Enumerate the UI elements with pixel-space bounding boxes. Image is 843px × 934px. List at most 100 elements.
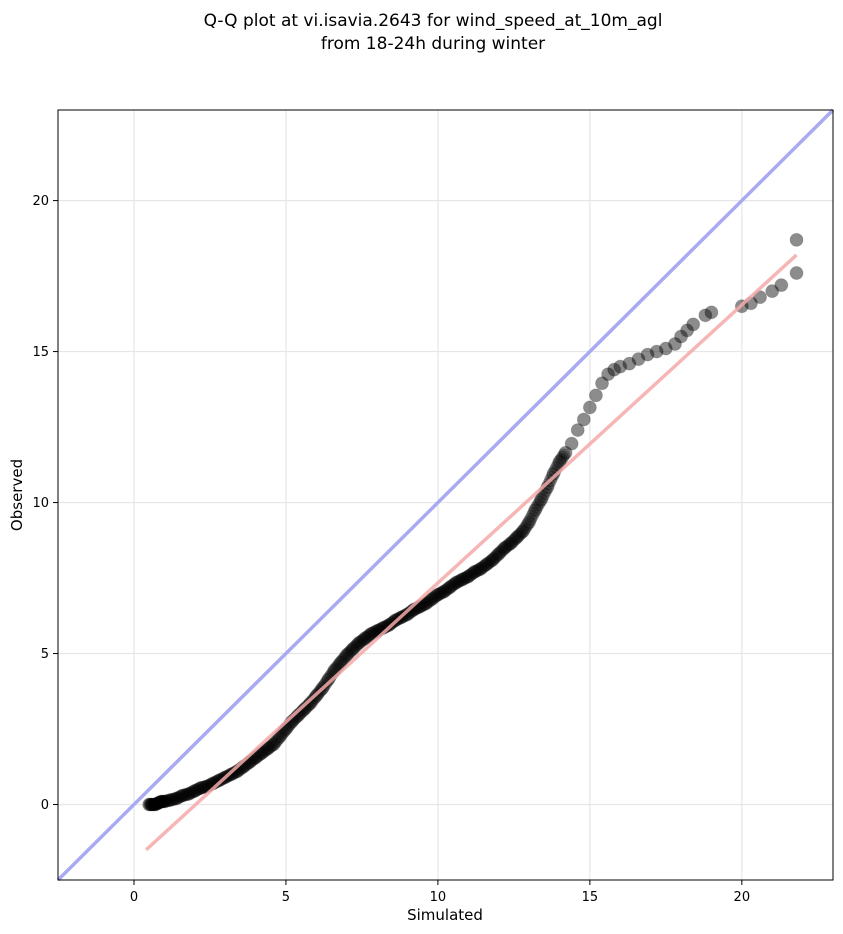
data-point-dense: [356, 633, 370, 647]
data-point-dense: [463, 568, 477, 582]
data-point: [528, 503, 543, 518]
data-point-dense: [440, 582, 454, 596]
data-points: [142, 232, 804, 812]
data-point-dense: [344, 644, 358, 658]
data-point-dense: [143, 798, 157, 812]
data-point-dense: [347, 640, 361, 654]
data-point-dense: [265, 738, 279, 752]
x-tick-label: 10: [430, 890, 447, 905]
data-point-dense: [359, 630, 373, 644]
data-point: [649, 344, 664, 359]
data-point-dense: [432, 587, 446, 601]
data-point-dense: [195, 781, 209, 795]
data-point: [552, 454, 567, 469]
data-point-dense: [435, 585, 449, 599]
y-tick-label: 15: [32, 345, 49, 360]
data-point-dense: [429, 589, 443, 603]
data-point: [622, 356, 637, 371]
data-point: [345, 642, 360, 656]
data-point-dense: [556, 450, 570, 464]
data-point: [430, 587, 445, 602]
data-point-dense: [302, 698, 316, 712]
data-point-dense: [189, 783, 203, 797]
data-point: [485, 552, 500, 567]
data-point: [333, 655, 348, 670]
data-point-dense: [147, 798, 161, 812]
data-point: [455, 572, 470, 587]
data-point: [266, 737, 281, 752]
data-point-dense: [423, 593, 437, 607]
data-point: [272, 729, 287, 744]
data-point-dense: [185, 785, 199, 799]
data-point: [789, 266, 804, 281]
x-tick-label: 20: [734, 890, 751, 905]
data-point-dense: [501, 539, 515, 553]
data-point-dense: [451, 575, 465, 589]
data-point-dense: [490, 548, 504, 562]
data-point: [640, 347, 655, 362]
data-point-dense: [499, 540, 513, 554]
data-point-dense: [353, 635, 367, 649]
data-point-dense: [381, 619, 395, 633]
y-axis-label: Observed: [8, 459, 26, 531]
data-point-dense: [470, 563, 484, 577]
plot-frame: [57, 109, 834, 881]
data-point-dense: [152, 796, 166, 810]
data-point-dense: [192, 782, 206, 796]
data-point: [212, 773, 227, 788]
data-point: [631, 352, 646, 367]
data-point-dense: [496, 542, 510, 556]
data-point: [473, 561, 488, 576]
data-point-dense: [338, 650, 352, 664]
data-point-dense: [557, 448, 571, 462]
data-point-dense: [147, 798, 161, 812]
data-point: [424, 592, 439, 607]
data-point: [765, 284, 780, 299]
data-point: [364, 626, 379, 641]
data-point-dense: [434, 586, 448, 600]
data-point: [491, 546, 506, 561]
data-point: [145, 797, 160, 812]
data-point: [339, 648, 354, 663]
data-point: [181, 786, 196, 801]
data-point-dense: [489, 550, 503, 564]
data-point-dense: [173, 790, 187, 804]
data-point-dense: [502, 537, 516, 551]
data-point: [601, 367, 616, 382]
data-point: [667, 337, 682, 352]
x-tick-label: 15: [582, 890, 599, 905]
data-point-dense: [445, 579, 459, 593]
data-point-dense: [168, 792, 182, 806]
data-point: [570, 423, 585, 438]
data-point-dense: [399, 608, 413, 622]
data-point: [461, 569, 476, 584]
data-point-dense: [536, 490, 550, 504]
x-tick-label: 5: [282, 890, 290, 905]
data-point-dense: [420, 596, 434, 610]
data-point: [534, 492, 549, 507]
data-point-dense: [174, 789, 188, 803]
data-point-dense: [186, 785, 200, 799]
data-point-dense: [320, 674, 334, 688]
data-point-dense: [153, 795, 167, 809]
data-point-dense: [305, 694, 319, 708]
data-point-dense: [402, 606, 416, 620]
grid-lines: [58, 110, 833, 880]
data-point: [193, 780, 208, 795]
data-point-dense: [149, 797, 163, 811]
data-point: [169, 791, 184, 806]
data-point-dense: [177, 788, 191, 802]
data-point: [522, 515, 537, 530]
data-point-dense: [525, 509, 539, 523]
data-point: [260, 741, 275, 756]
data-point-dense: [355, 634, 369, 648]
data-point-dense: [476, 560, 490, 574]
data-point-dense: [335, 654, 349, 668]
data-point: [148, 797, 163, 812]
data-point: [254, 746, 269, 761]
data-point-dense: [446, 578, 460, 592]
data-point-dense: [160, 794, 174, 808]
data-point-dense: [469, 564, 483, 578]
data-point-dense: [519, 520, 533, 534]
data-point: [175, 788, 190, 803]
